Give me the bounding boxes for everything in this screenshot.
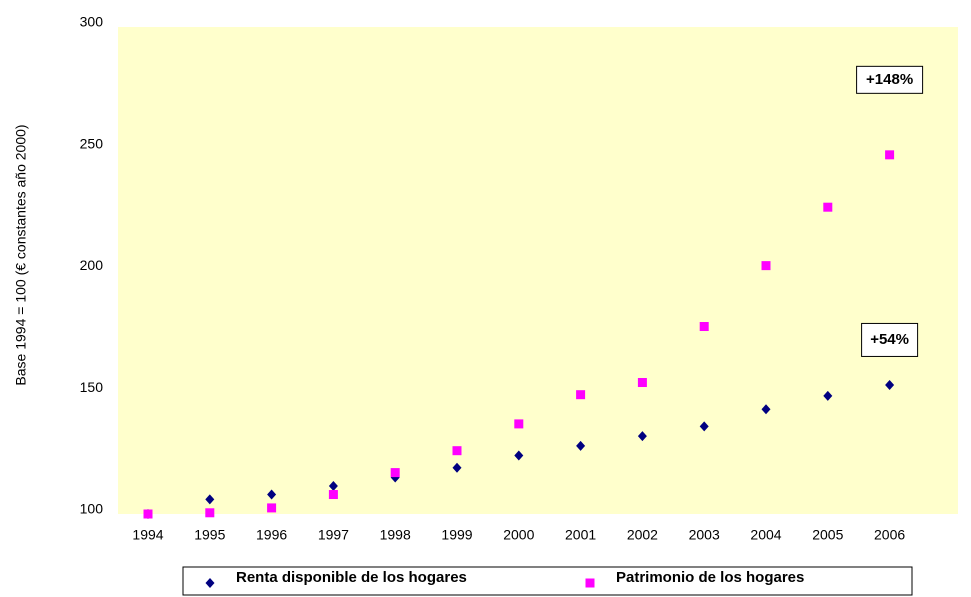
x-tick-label: 2003: [689, 527, 720, 543]
point: [514, 419, 524, 429]
annotation-box: [856, 65, 924, 94]
point: [761, 261, 771, 271]
x-tick-label: 1996: [256, 527, 287, 543]
x-tick-label: 1997: [318, 527, 349, 543]
y-axis-label: Base 1994 = 100 (€ constantes año 2000): [13, 124, 29, 385]
y-tick-label: 200: [80, 257, 104, 273]
x-tick-label: 2005: [812, 527, 843, 543]
y-tick-label: 300: [80, 14, 104, 30]
plot-area: [118, 27, 958, 514]
x-tick-label: 2001: [565, 527, 596, 543]
point: [637, 431, 647, 442]
legend-box: [182, 566, 913, 596]
x-tick-label: 1999: [441, 527, 472, 543]
x-tick-label: 1994: [132, 527, 163, 543]
point: [452, 462, 462, 473]
x-tick-label: 2006: [874, 527, 905, 543]
point: [576, 440, 586, 451]
x-tick-label: 2000: [503, 527, 534, 543]
point: [452, 446, 462, 456]
point: [267, 489, 277, 500]
annotation-box: [861, 322, 919, 357]
annotation: +54%: [870, 331, 909, 348]
point: [823, 202, 833, 212]
y-tick-label: 100: [80, 501, 104, 517]
point: [328, 490, 338, 500]
point: [699, 322, 709, 332]
point: [390, 468, 400, 478]
legend-label: Renta disponible de los hogares: [236, 569, 467, 586]
point: [514, 450, 524, 461]
point: [267, 503, 277, 513]
point: [885, 379, 895, 390]
point: [637, 378, 647, 388]
point: [205, 508, 215, 518]
y-tick-label: 250: [80, 135, 104, 151]
point: [585, 578, 595, 588]
x-tick-label: 1995: [194, 527, 225, 543]
x-tick-label: 1998: [380, 527, 411, 543]
point: [328, 480, 338, 491]
y-tick-label: 150: [80, 379, 104, 395]
x-tick-label: 2002: [627, 527, 658, 543]
legend-label: Patrimonio de los hogares: [616, 569, 804, 586]
point: [823, 390, 833, 401]
point: [576, 390, 586, 400]
annotation: +148%: [866, 71, 913, 88]
point: [143, 509, 153, 519]
x-tick-label: 2004: [750, 527, 781, 543]
point: [205, 494, 215, 505]
point: [761, 404, 771, 415]
point: [885, 150, 895, 160]
point: [205, 578, 215, 588]
point: [699, 421, 709, 432]
